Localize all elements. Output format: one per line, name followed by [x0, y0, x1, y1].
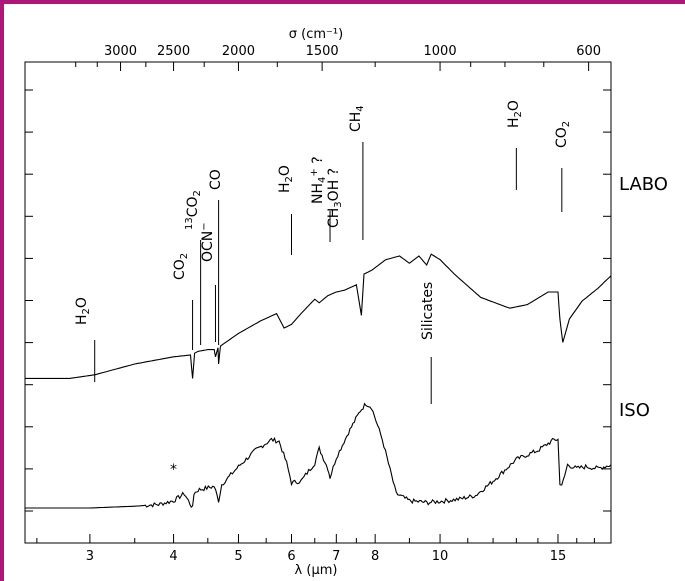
x-tick-label: 6	[287, 549, 295, 564]
svg-text:H2O: H2O	[277, 165, 295, 193]
label-ch4: CH4	[348, 105, 366, 132]
label-co2-4-27: CO2	[172, 253, 190, 280]
x2-tick-label: 3000	[104, 44, 137, 59]
label-co: CO	[208, 169, 224, 190]
svg-text:H2O: H2O	[74, 297, 92, 325]
axis-ticks	[25, 62, 611, 543]
label-13co2: 13CO2	[184, 190, 203, 230]
label-h2o-6um: H2O	[277, 165, 295, 193]
x2-tick-label: 2500	[157, 44, 190, 59]
svg-text:NH4+ ?: NH4+ ?	[309, 156, 328, 204]
series-lines	[25, 253, 612, 509]
label-h2o-3um: H2O	[74, 297, 92, 325]
label-co2-15um: CO2	[554, 121, 572, 148]
x-tick-label: 5	[234, 549, 242, 564]
x-tick-label: 8	[371, 549, 379, 564]
svg-text:Silicates: Silicates	[420, 282, 436, 340]
x2-tick-label: 2000	[222, 44, 255, 59]
svg-text:CO2: CO2	[172, 253, 190, 280]
x-tick-label: 7	[332, 549, 340, 564]
x2-tick-label: 1500	[306, 44, 339, 59]
x-tick-label: 3	[86, 549, 94, 564]
svg-text:13CO2: 13CO2	[184, 190, 203, 230]
svg-text:OCN−: OCN−	[199, 222, 216, 262]
x2-tick-label: 600	[576, 44, 601, 59]
svg-text:CH4: CH4	[348, 105, 366, 132]
label-ocn: OCN−	[199, 222, 216, 262]
feature-markers	[94, 142, 563, 404]
plot-frame	[24, 61, 612, 544]
x-tick-label: 4	[169, 549, 177, 564]
series-label-labo: LABO	[619, 174, 668, 195]
axis-tick-labels: 3 4 5 6 7 8 10 15 3000 2500 2000 1500 1000 600	[86, 44, 601, 564]
x2-tick-label: 1000	[424, 44, 457, 59]
svg-text:CH3OH ?: CH3OH ?	[326, 168, 344, 228]
label-silicates: Silicates	[420, 282, 436, 340]
x-tick-label: 15	[550, 549, 567, 564]
series-label-iso: ISO	[619, 400, 650, 421]
series-line-labo	[25, 253, 612, 379]
svg-text:CO: CO	[208, 169, 224, 190]
svg-text:H2O: H2O	[506, 100, 524, 128]
top-axis-title: σ (cm⁻¹)	[289, 27, 343, 42]
series-line-iso	[25, 402, 612, 509]
label-h2o-13um: H2O	[506, 100, 524, 128]
x-tick-label: 10	[432, 549, 449, 564]
svg-text:CO2: CO2	[554, 121, 572, 148]
label-asterisk: *	[170, 462, 177, 478]
label-ch3oh: CH3OH ?	[326, 168, 344, 228]
label-nh4: NH4+ ?	[309, 156, 328, 204]
x-axis-title: λ (μm)	[295, 563, 338, 578]
